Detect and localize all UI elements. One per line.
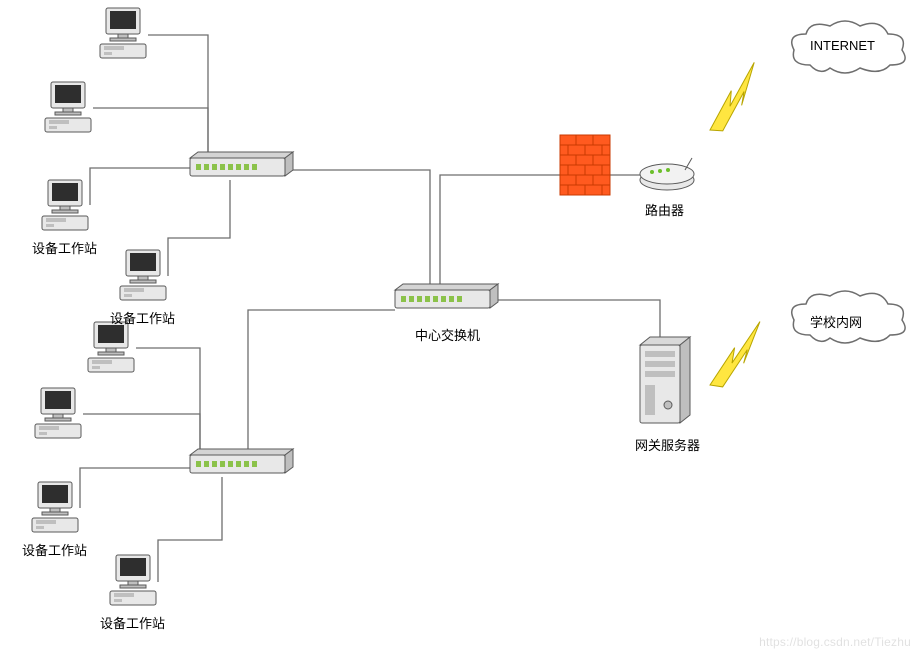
workstation-label: 设备工作站 [32,238,97,257]
workstation-label: 设备工作站 [100,613,165,632]
access-switch-icon [190,152,293,176]
workstation-icon [100,8,146,58]
workstation-icon [88,322,134,372]
workstation-icon [32,482,78,532]
internet-label: INTERNET [810,38,875,53]
center-switch-label: 中心交换机 [415,325,480,344]
workstation-label: 设备工作站 [22,540,87,559]
bolt-intranet [695,322,779,392]
bolt-internet [693,62,776,136]
workstation-icon [120,250,166,300]
watermark: https://blog.csdn.net/Tiezhu [759,635,911,649]
gateway-server-icon [640,337,690,423]
gateway-server-label: 网关服务器 [635,435,700,454]
workstation-icon [45,82,91,132]
router-icon [640,158,694,190]
router-label: 路由器 [645,200,684,219]
workstation-icon [35,388,81,438]
firewall-icon [560,135,610,195]
workstation-label: 设备工作站 [110,308,175,327]
center-switch-icon [395,284,498,308]
intranet-label: 学校内网 [810,312,862,331]
workstation-icon [110,555,156,605]
workstation-icon [42,180,88,230]
access-switch-icon [190,449,293,473]
